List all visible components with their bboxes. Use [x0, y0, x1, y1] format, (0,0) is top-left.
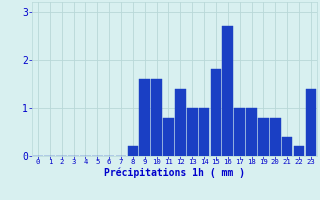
Bar [282, 137, 292, 156]
Bar [128, 146, 138, 156]
Bar [187, 108, 197, 156]
Bar [211, 69, 221, 156]
Bar [270, 117, 281, 156]
Bar [222, 26, 233, 156]
Bar [199, 108, 209, 156]
X-axis label: Précipitations 1h ( mm ): Précipitations 1h ( mm ) [104, 168, 245, 178]
Bar [175, 89, 186, 156]
Bar [294, 146, 304, 156]
Bar [246, 108, 257, 156]
Bar [258, 117, 269, 156]
Bar [151, 79, 162, 156]
Bar [140, 79, 150, 156]
Bar [163, 117, 174, 156]
Bar [306, 89, 316, 156]
Bar [234, 108, 245, 156]
